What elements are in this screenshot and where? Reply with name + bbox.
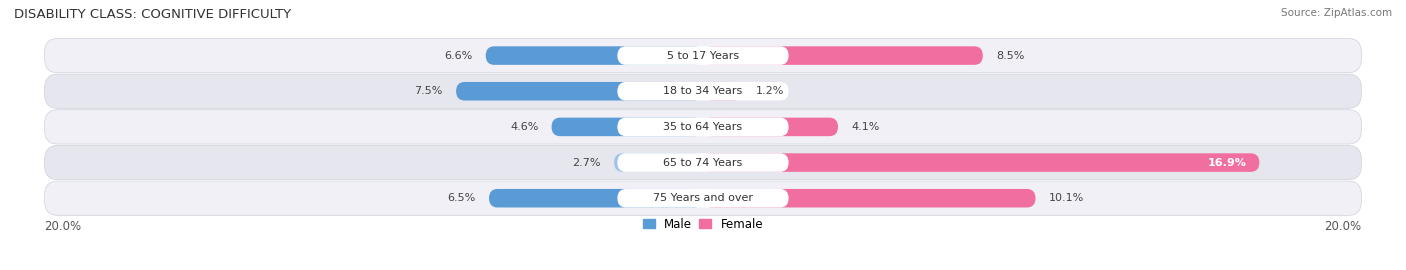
FancyBboxPatch shape [456, 82, 703, 100]
FancyBboxPatch shape [617, 118, 789, 136]
Text: 5 to 17 Years: 5 to 17 Years [666, 50, 740, 60]
Text: 18 to 34 Years: 18 to 34 Years [664, 86, 742, 96]
Text: 6.5%: 6.5% [447, 193, 475, 203]
FancyBboxPatch shape [551, 118, 703, 136]
Text: 4.6%: 4.6% [510, 122, 538, 132]
Text: 6.6%: 6.6% [444, 50, 472, 60]
FancyBboxPatch shape [45, 38, 1361, 73]
Text: 2.7%: 2.7% [572, 158, 600, 168]
FancyBboxPatch shape [45, 110, 1361, 144]
FancyBboxPatch shape [703, 118, 838, 136]
FancyBboxPatch shape [617, 46, 789, 65]
Text: 8.5%: 8.5% [995, 50, 1025, 60]
Text: 75 Years and over: 75 Years and over [652, 193, 754, 203]
Text: DISABILITY CLASS: COGNITIVE DIFFICULTY: DISABILITY CLASS: COGNITIVE DIFFICULTY [14, 8, 291, 21]
Text: 20.0%: 20.0% [1324, 220, 1361, 233]
FancyBboxPatch shape [703, 153, 1260, 172]
FancyBboxPatch shape [617, 153, 789, 172]
FancyBboxPatch shape [489, 189, 703, 207]
Legend: Male, Female: Male, Female [643, 218, 763, 231]
Text: 7.5%: 7.5% [415, 86, 443, 96]
Text: 1.2%: 1.2% [755, 86, 785, 96]
FancyBboxPatch shape [703, 46, 983, 65]
Text: 10.1%: 10.1% [1049, 193, 1084, 203]
Text: 35 to 64 Years: 35 to 64 Years [664, 122, 742, 132]
FancyBboxPatch shape [703, 82, 742, 100]
FancyBboxPatch shape [45, 74, 1361, 108]
FancyBboxPatch shape [617, 189, 789, 207]
Text: Source: ZipAtlas.com: Source: ZipAtlas.com [1281, 8, 1392, 18]
FancyBboxPatch shape [703, 189, 1035, 207]
Text: 4.1%: 4.1% [851, 122, 880, 132]
FancyBboxPatch shape [45, 146, 1361, 180]
FancyBboxPatch shape [45, 181, 1361, 215]
FancyBboxPatch shape [614, 153, 703, 172]
Text: 20.0%: 20.0% [45, 220, 82, 233]
Text: 65 to 74 Years: 65 to 74 Years [664, 158, 742, 168]
Text: 16.9%: 16.9% [1208, 158, 1246, 168]
FancyBboxPatch shape [485, 46, 703, 65]
FancyBboxPatch shape [617, 82, 789, 100]
